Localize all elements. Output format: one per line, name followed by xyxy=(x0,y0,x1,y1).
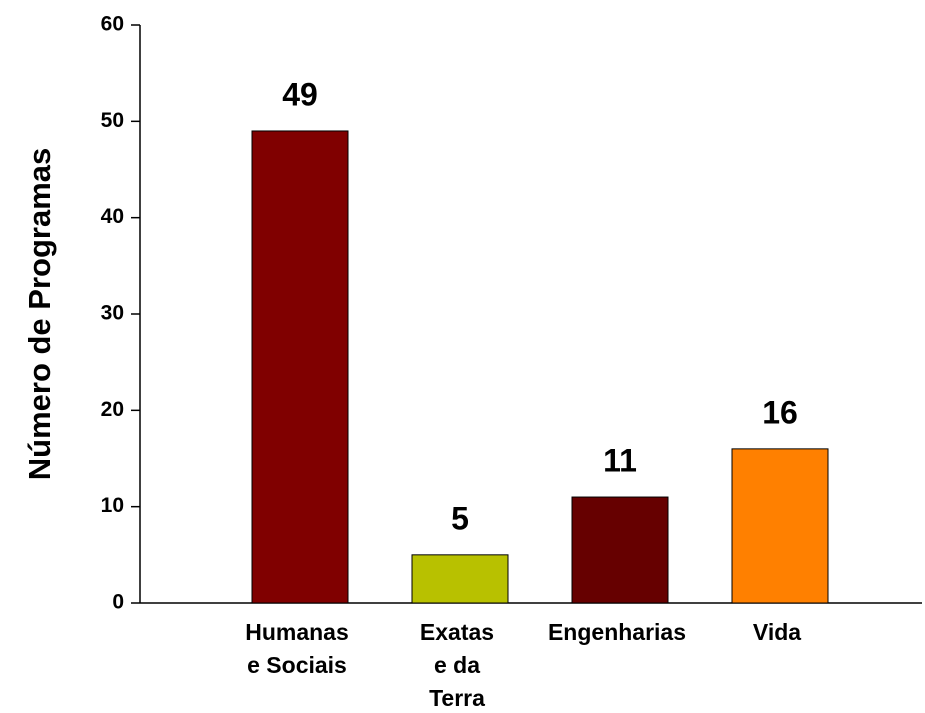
x-tick-label: Engenharias xyxy=(548,619,686,645)
value-label: 16 xyxy=(762,394,798,430)
y-tick-label: 50 xyxy=(101,109,124,132)
y-tick-label: 30 xyxy=(101,302,124,325)
y-tick-label: 40 xyxy=(101,205,124,228)
x-tick-label: Terra xyxy=(429,685,485,711)
value-label: 11 xyxy=(603,442,637,478)
x-tick-label: Vida xyxy=(753,619,801,645)
y-tick-label: 0 xyxy=(112,591,124,614)
x-tick-label: Exatas xyxy=(420,619,494,645)
y-axis-label: Número de Programas xyxy=(22,148,57,481)
y-tick-label: 10 xyxy=(101,494,124,517)
y-tick-label: 60 xyxy=(101,13,124,36)
value-label: 49 xyxy=(282,76,318,112)
value-label: 5 xyxy=(451,500,469,536)
x-tick-label: e da xyxy=(434,652,480,678)
bar xyxy=(411,554,509,604)
y-tick-label: 20 xyxy=(101,398,124,421)
x-tick-label: e Sociais xyxy=(247,652,347,678)
bar xyxy=(251,130,349,604)
bar xyxy=(571,496,669,604)
x-tick-label: Humanas xyxy=(245,619,349,645)
bar xyxy=(731,448,829,604)
